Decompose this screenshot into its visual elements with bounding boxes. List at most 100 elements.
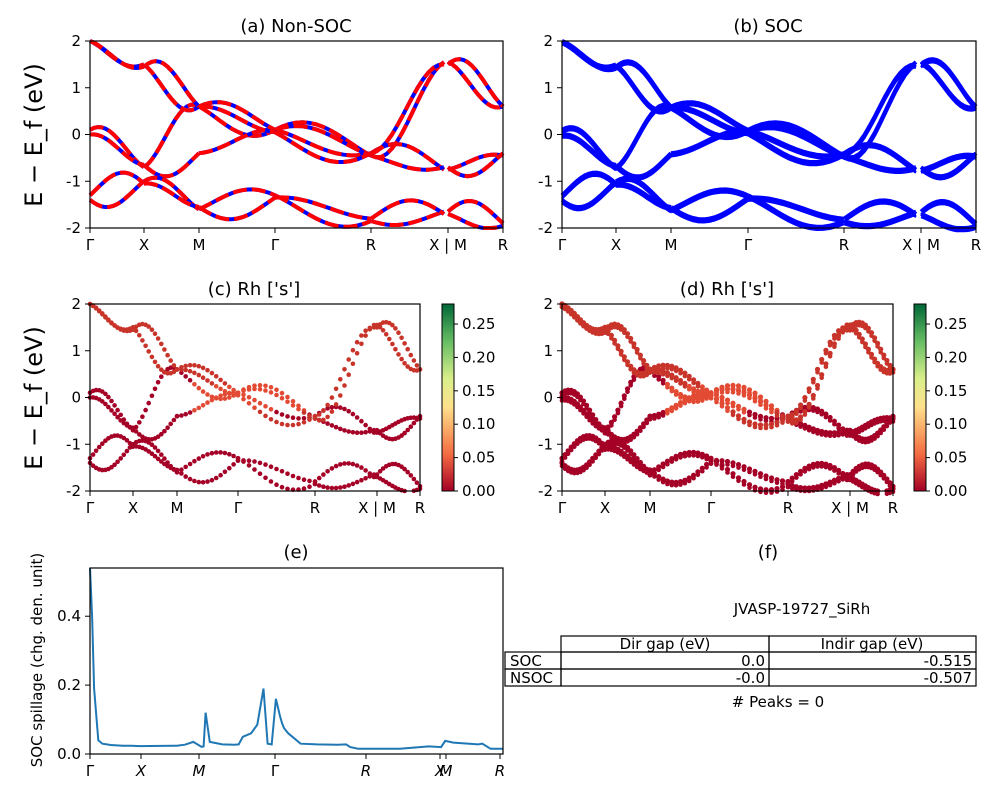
panel-d-ytick-label: -2 bbox=[538, 482, 553, 500]
band-line-soc bbox=[747, 127, 845, 158]
projection-dot bbox=[325, 402, 330, 408]
projection-dot bbox=[263, 383, 268, 389]
projection-dot bbox=[165, 352, 170, 358]
projection-dot bbox=[183, 363, 188, 369]
projection-dot bbox=[263, 404, 268, 409]
panel-a-xtick-label: R bbox=[498, 236, 508, 254]
projection-dot-split bbox=[652, 474, 657, 479]
band-line-soc-split bbox=[615, 62, 672, 111]
projection-dot-split bbox=[673, 406, 679, 411]
panel-a-xtick-label: X bbox=[139, 236, 149, 254]
band-line-soc bbox=[919, 151, 978, 179]
projection-dot bbox=[354, 339, 360, 345]
projection-dot bbox=[329, 395, 335, 400]
projection-dot bbox=[155, 456, 161, 462]
band-line-soc-split bbox=[747, 199, 845, 223]
panel-c-xtick-label: Γ bbox=[86, 499, 95, 517]
projection-dot-split bbox=[741, 393, 747, 398]
projection-dot bbox=[290, 415, 296, 421]
projection-dot bbox=[109, 398, 114, 404]
projection-dot-split bbox=[832, 468, 837, 473]
band-line-soc-split bbox=[920, 155, 977, 181]
projection-dot bbox=[115, 414, 120, 420]
projection-dot-split bbox=[769, 409, 774, 415]
projection-dot-split bbox=[806, 389, 812, 395]
projection-dot bbox=[263, 388, 268, 393]
projection-dot-split bbox=[785, 416, 791, 422]
projection-dot-split bbox=[584, 465, 589, 471]
projection-dot bbox=[218, 450, 223, 455]
projection-dot-split bbox=[669, 375, 675, 381]
projection-dot-split bbox=[789, 486, 795, 491]
band-line-soc bbox=[561, 39, 617, 71]
projection-dot bbox=[218, 377, 223, 383]
projection-dot bbox=[100, 311, 105, 316]
panel-d-plot-area: -2 -1 0 1 2 Γ X M Γ R X | M R bbox=[538, 295, 898, 517]
projection-dot bbox=[279, 390, 285, 396]
projection-dot bbox=[301, 416, 307, 421]
projection-dot bbox=[301, 410, 307, 415]
projection-dot bbox=[200, 389, 206, 394]
panel-e-soc-spillage: (e) SOC spillage (chg. den. unit) 0.0 0.2… bbox=[28, 542, 505, 780]
band-line-soc bbox=[842, 198, 918, 221]
projection-dot-split bbox=[660, 464, 666, 470]
projection-dot bbox=[187, 410, 193, 415]
material-id: JVASP-19727_SiRh bbox=[733, 600, 870, 619]
projection-dot-split bbox=[725, 462, 730, 467]
projection-dot-split bbox=[673, 457, 679, 462]
projection-dot bbox=[209, 450, 215, 456]
projection-dot bbox=[316, 483, 322, 488]
panel-e-xtick-label: Γ bbox=[86, 762, 95, 780]
projection-dot bbox=[338, 462, 343, 467]
projection-dot bbox=[231, 462, 236, 467]
projection-dot bbox=[354, 463, 360, 468]
projection-dot bbox=[350, 461, 356, 467]
band-line-soc bbox=[747, 195, 845, 221]
projection-dot-split bbox=[638, 374, 643, 379]
band-line-soc-split bbox=[843, 66, 917, 158]
projection-dot bbox=[137, 333, 142, 338]
projection-dot-split bbox=[665, 481, 670, 487]
row-label-soc: SOC bbox=[510, 652, 542, 670]
projection-dot-split bbox=[823, 464, 829, 470]
band-line-red-dashed bbox=[143, 181, 200, 209]
projection-dot-split bbox=[695, 453, 701, 459]
projection-dot bbox=[205, 479, 210, 484]
projection-dot-split bbox=[660, 413, 666, 418]
projection-dot-split bbox=[673, 392, 679, 397]
projection-dot bbox=[363, 422, 368, 428]
projection-dot bbox=[246, 401, 252, 406]
band-line-soc bbox=[669, 195, 750, 222]
projection-dot bbox=[149, 442, 155, 448]
panel-d-title: (d) Rh ['s'] bbox=[680, 279, 774, 300]
panel-c-xtick-label: Γ bbox=[234, 499, 243, 517]
projection-dot bbox=[130, 327, 136, 333]
projection-dot-split bbox=[581, 467, 586, 473]
band-line-red-dashed bbox=[143, 175, 201, 211]
projection-dot-split bbox=[823, 351, 829, 356]
soc-indir-gap: -0.515 bbox=[924, 652, 972, 670]
band-line-soc bbox=[747, 120, 845, 158]
projection-dot bbox=[257, 471, 263, 477]
projection-dot-split bbox=[836, 471, 841, 476]
projection-dot-split bbox=[802, 469, 808, 474]
projection-dot-split bbox=[669, 459, 675, 464]
projection-dot bbox=[350, 481, 356, 487]
projection-dot bbox=[241, 396, 246, 402]
projection-dot bbox=[342, 484, 347, 490]
projection-dot bbox=[155, 448, 161, 454]
colorbar-tick-label: 0.10 bbox=[934, 415, 967, 433]
panel-b-ytick-label: 0 bbox=[543, 126, 553, 144]
projection-dot-split bbox=[691, 475, 696, 481]
projection-dot bbox=[159, 374, 164, 380]
nsoc-indir-gap: -0.507 bbox=[924, 669, 972, 687]
peaks-count: # Peaks = 0 bbox=[732, 693, 824, 711]
projection-dot-split bbox=[596, 451, 602, 457]
projection-dot-split bbox=[682, 400, 688, 406]
panel-d-colorbar-gradient bbox=[913, 303, 927, 492]
projection-dot bbox=[290, 403, 296, 408]
projection-dot bbox=[252, 386, 257, 392]
projection-dot bbox=[268, 479, 274, 484]
projection-dot-split bbox=[815, 409, 820, 415]
